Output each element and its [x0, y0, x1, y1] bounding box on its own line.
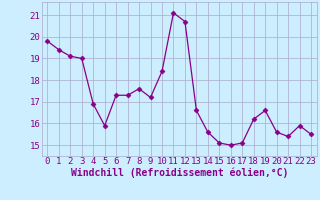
X-axis label: Windchill (Refroidissement éolien,°C): Windchill (Refroidissement éolien,°C) [70, 168, 288, 178]
